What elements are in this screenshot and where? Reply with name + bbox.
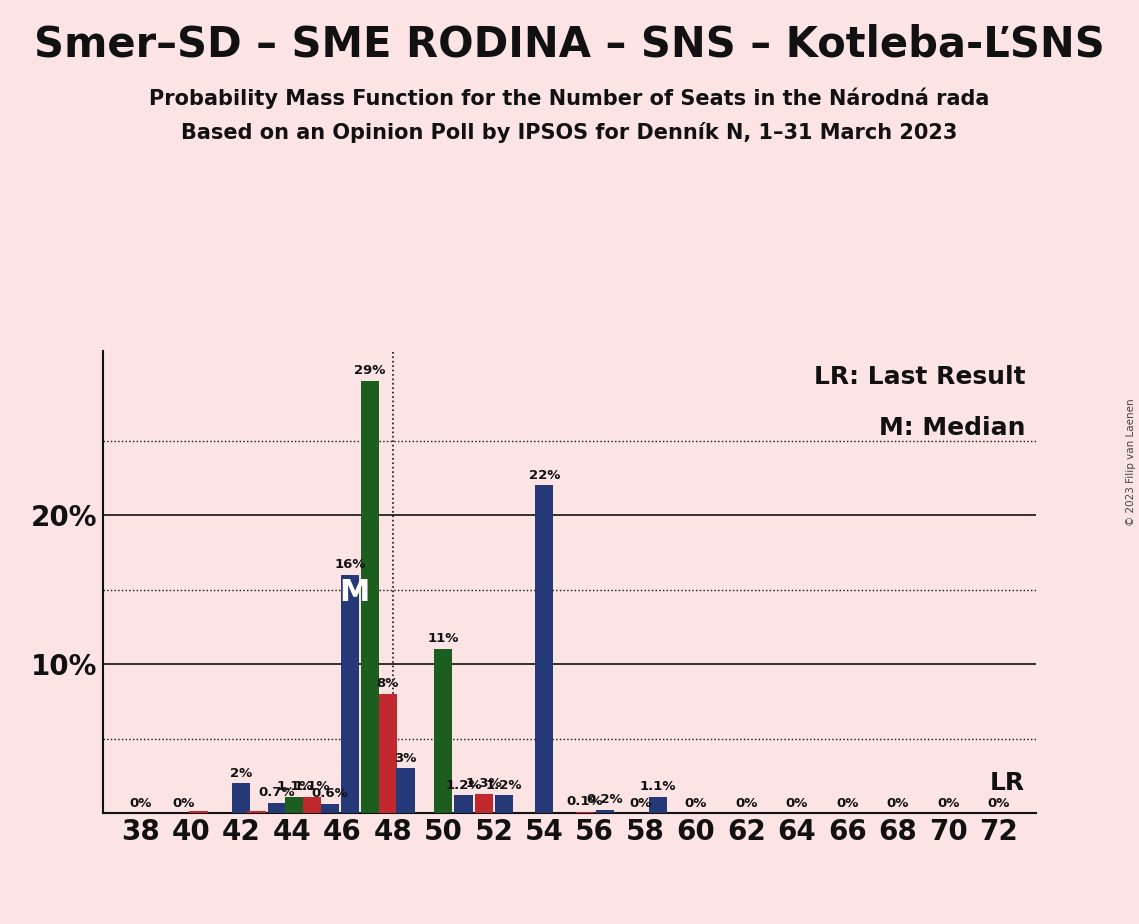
Text: 0.6%: 0.6% bbox=[311, 787, 349, 800]
Text: 1.1%: 1.1% bbox=[294, 780, 330, 793]
Text: 0.2%: 0.2% bbox=[587, 794, 623, 807]
Text: 0%: 0% bbox=[886, 797, 909, 810]
Text: 2%: 2% bbox=[230, 767, 253, 780]
Bar bbox=[434, 650, 452, 813]
Text: 11%: 11% bbox=[427, 632, 459, 646]
Text: 1.1%: 1.1% bbox=[640, 780, 677, 793]
Text: 0%: 0% bbox=[172, 797, 195, 810]
Text: Probability Mass Function for the Number of Seats in the Národná rada: Probability Mass Function for the Number… bbox=[149, 88, 990, 109]
Bar bbox=[575, 811, 593, 813]
Bar bbox=[454, 796, 473, 813]
Text: 3%: 3% bbox=[394, 752, 417, 765]
Text: 8%: 8% bbox=[377, 677, 399, 690]
Bar bbox=[649, 796, 667, 813]
Text: 1.3%: 1.3% bbox=[466, 777, 502, 790]
Text: 1.2%: 1.2% bbox=[445, 779, 482, 792]
Text: 0%: 0% bbox=[937, 797, 959, 810]
Bar bbox=[320, 804, 338, 813]
Bar bbox=[596, 810, 614, 813]
Text: Based on an Opinion Poll by IPSOS for Denník N, 1–31 March 2023: Based on an Opinion Poll by IPSOS for De… bbox=[181, 122, 958, 143]
Bar bbox=[247, 811, 265, 813]
Text: 0%: 0% bbox=[836, 797, 859, 810]
Text: 0%: 0% bbox=[988, 797, 1010, 810]
Bar bbox=[475, 794, 493, 813]
Text: 29%: 29% bbox=[354, 364, 386, 377]
Text: 0.7%: 0.7% bbox=[259, 786, 295, 799]
Text: 22%: 22% bbox=[528, 468, 560, 481]
Bar bbox=[378, 694, 396, 813]
Text: Smer–SD – SME RODINA – SNS – Kotleba-ĽSNS: Smer–SD – SME RODINA – SNS – Kotleba-ĽSN… bbox=[34, 23, 1105, 65]
Text: © 2023 Filip van Laenen: © 2023 Filip van Laenen bbox=[1125, 398, 1136, 526]
Text: M: Median: M: Median bbox=[879, 416, 1025, 440]
Text: 0%: 0% bbox=[629, 797, 652, 810]
Bar bbox=[494, 796, 513, 813]
Bar bbox=[303, 796, 321, 813]
Text: 1.1%: 1.1% bbox=[276, 780, 312, 793]
Bar bbox=[341, 575, 359, 813]
Bar bbox=[535, 485, 554, 813]
Text: 0%: 0% bbox=[685, 797, 707, 810]
Text: 0%: 0% bbox=[735, 797, 757, 810]
Text: 0.1%: 0.1% bbox=[566, 795, 603, 808]
Bar bbox=[268, 803, 286, 813]
Text: 16%: 16% bbox=[334, 558, 366, 571]
Bar bbox=[232, 784, 251, 813]
Text: 0%: 0% bbox=[129, 797, 151, 810]
Text: 0%: 0% bbox=[786, 797, 808, 810]
Bar bbox=[189, 811, 207, 813]
Text: 1.2%: 1.2% bbox=[485, 779, 522, 792]
Text: LR: Last Result: LR: Last Result bbox=[813, 365, 1025, 389]
Bar bbox=[361, 381, 379, 813]
Bar bbox=[396, 769, 415, 813]
Bar bbox=[285, 796, 303, 813]
Text: M: M bbox=[339, 578, 370, 607]
Text: LR: LR bbox=[990, 771, 1025, 795]
